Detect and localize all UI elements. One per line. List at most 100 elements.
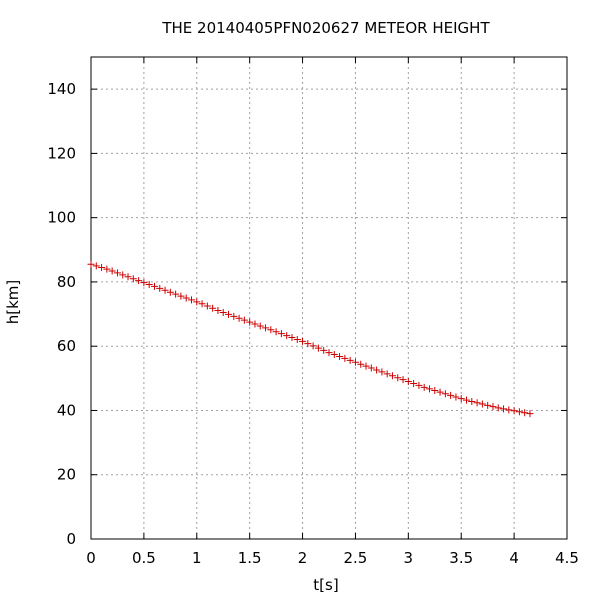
data-point bbox=[463, 396, 471, 404]
data-point bbox=[404, 378, 412, 386]
data-point bbox=[473, 399, 481, 407]
y-tick-label: 20 bbox=[57, 466, 76, 484]
data-point bbox=[135, 277, 143, 285]
y-tick-label: 140 bbox=[47, 80, 76, 98]
data-point bbox=[140, 279, 148, 287]
data-point bbox=[346, 356, 354, 364]
data-point bbox=[362, 362, 370, 370]
data-point bbox=[251, 320, 259, 328]
x-tick-label: 3.5 bbox=[449, 549, 473, 567]
data-point bbox=[156, 284, 164, 292]
y-tick-label: 100 bbox=[47, 209, 76, 227]
data-point bbox=[172, 290, 180, 298]
x-tick-label: 2.5 bbox=[344, 549, 368, 567]
data-point bbox=[399, 376, 407, 384]
x-tick-label: 1 bbox=[192, 549, 202, 567]
data-point bbox=[325, 349, 333, 357]
x-tick-label: 4 bbox=[509, 549, 519, 567]
data-point bbox=[367, 364, 375, 372]
data-point bbox=[431, 387, 439, 395]
y-tick-label: 40 bbox=[57, 401, 76, 419]
data-point bbox=[113, 269, 121, 277]
x-tick-label: 0.5 bbox=[132, 549, 156, 567]
data-point bbox=[240, 316, 248, 324]
data-point bbox=[235, 314, 243, 322]
data-point bbox=[378, 368, 386, 376]
data-point bbox=[177, 292, 185, 300]
data-point bbox=[198, 300, 206, 308]
data-point bbox=[526, 410, 534, 418]
data-point bbox=[293, 335, 301, 343]
data-point bbox=[357, 360, 365, 368]
data-point bbox=[87, 260, 95, 268]
data-point bbox=[468, 397, 476, 405]
data-point bbox=[494, 404, 502, 412]
data-point bbox=[388, 372, 396, 380]
y-tick-label: 120 bbox=[47, 144, 76, 162]
y-tick-label: 80 bbox=[57, 273, 76, 291]
data-point bbox=[225, 310, 233, 318]
grid-lines bbox=[91, 57, 567, 539]
data-point bbox=[510, 407, 518, 415]
data-point bbox=[209, 304, 217, 312]
x-tick-labels: 0 0.5 1 1.5 2 2.5 3 3.5 4 4.5 bbox=[86, 549, 579, 567]
data-point bbox=[351, 358, 359, 366]
x-tick-label: 2 bbox=[298, 549, 308, 567]
data-point bbox=[256, 322, 264, 330]
data-point bbox=[108, 267, 116, 275]
y-tick-labels: 0 20 40 60 80 100 120 140 bbox=[47, 80, 76, 548]
plot-frame bbox=[90, 56, 568, 540]
data-point bbox=[304, 340, 312, 348]
data-point bbox=[489, 403, 497, 411]
data-point bbox=[161, 286, 169, 294]
data-point bbox=[124, 273, 132, 281]
data-point bbox=[336, 352, 344, 360]
data-point bbox=[166, 288, 174, 296]
data-point bbox=[521, 409, 529, 417]
x-tick-label: 1.5 bbox=[238, 549, 262, 567]
data-point bbox=[272, 328, 280, 336]
data-point bbox=[309, 342, 317, 350]
data-point bbox=[425, 385, 433, 393]
data-point bbox=[505, 406, 513, 414]
data-point bbox=[214, 307, 222, 315]
data-point bbox=[103, 265, 111, 273]
data-point bbox=[436, 388, 444, 396]
data-point bbox=[267, 326, 275, 334]
data-point bbox=[182, 294, 190, 302]
data-point bbox=[447, 391, 455, 399]
data-point bbox=[187, 296, 195, 304]
data-point bbox=[420, 383, 428, 391]
data-point bbox=[246, 318, 254, 326]
data-point bbox=[457, 395, 465, 403]
y-tick-label: 0 bbox=[66, 530, 76, 548]
data-point bbox=[219, 308, 227, 316]
data-point bbox=[341, 354, 349, 362]
data-point bbox=[314, 344, 322, 352]
x-tick-label: 3 bbox=[404, 549, 414, 567]
data-point bbox=[330, 351, 338, 359]
data-point bbox=[383, 370, 391, 378]
data-point bbox=[129, 275, 137, 283]
data-point bbox=[500, 405, 508, 413]
data-point bbox=[203, 302, 211, 310]
data-point bbox=[415, 381, 423, 389]
data-point bbox=[373, 366, 381, 374]
data-point bbox=[92, 262, 100, 270]
data-point bbox=[320, 346, 328, 354]
y-tick-label: 60 bbox=[57, 337, 76, 355]
data-point bbox=[283, 332, 291, 340]
axis-ticks bbox=[90, 57, 568, 540]
data-point bbox=[478, 400, 486, 408]
x-axis-title: t[s] bbox=[313, 576, 338, 594]
data-point bbox=[277, 330, 285, 338]
chart-title: THE 20140405PFN020627 METEOR HEIGHT bbox=[161, 19, 490, 37]
data-point bbox=[145, 281, 153, 289]
data-point bbox=[262, 324, 270, 332]
data-point bbox=[193, 298, 201, 306]
data-point bbox=[119, 271, 127, 279]
data-point bbox=[150, 282, 158, 290]
x-tick-label: 0 bbox=[86, 549, 96, 567]
